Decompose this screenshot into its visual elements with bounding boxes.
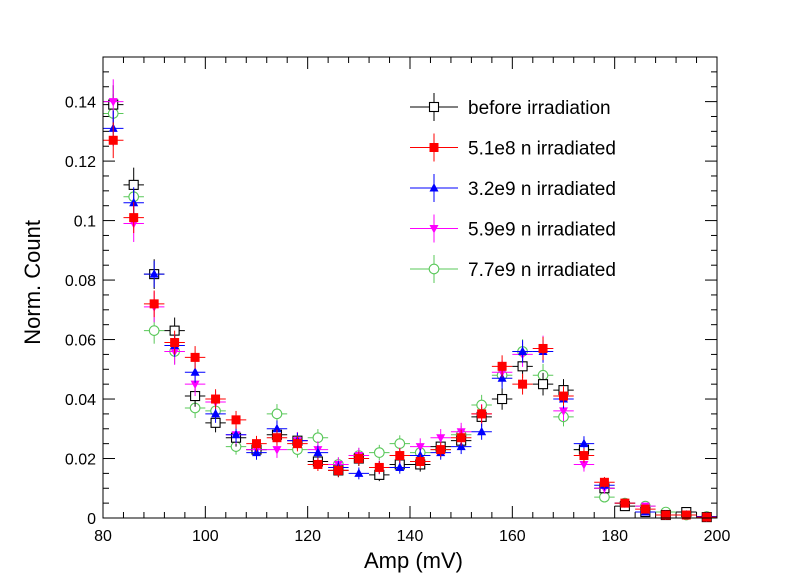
data-point [149,299,159,309]
data-point [129,213,139,223]
data-point [313,447,323,457]
legend-label: 5.1e8 n irradiated [468,139,616,160]
y-axis-title: Norm. Count [20,220,45,345]
data-point [497,393,508,405]
y-tick-label: 0.14 [65,95,96,112]
data-point [537,379,549,390]
data-series-layer [103,79,717,523]
data-point [149,269,159,278]
data-point [599,491,610,503]
legend-label: 5.9e9 n irradiated [468,220,616,241]
legend-marker [429,143,439,152]
data-point [313,459,323,469]
plot-frame [102,56,718,519]
data-point [497,361,507,371]
data-point [477,426,487,436]
data-point [211,394,221,404]
data-point [579,451,589,461]
data-point [373,447,385,458]
y-tick-label: 0.06 [65,333,96,350]
data-point [333,465,343,475]
y-tick-label: 0.12 [65,154,96,171]
y-tick-label: 0.02 [65,452,96,469]
x-tick-label: 180 [601,528,628,545]
data-point [374,462,384,472]
data-point [518,346,528,355]
data-point [271,408,283,420]
y-tick-label: 0.1 [74,214,96,231]
data-point [456,433,466,443]
data-point [394,438,406,449]
y-tick-label: 0 [87,511,96,528]
data-point [190,352,200,362]
data-point [354,454,364,464]
data-point [252,447,261,457]
data-point [436,434,446,443]
x-tick-labels: 80 100 120 140 160 180 200 [94,528,730,545]
data-point [395,462,405,471]
y-tick-label: 0.08 [65,273,96,290]
data-point [579,460,589,470]
data-point [272,446,282,455]
x-axis-title: Amp (mV) [364,548,463,573]
data-point [252,439,261,449]
data-point [231,415,241,425]
x-tick-label: 120 [294,528,321,545]
legend-marker [429,225,439,234]
data-point [681,510,691,520]
data-point [415,456,425,466]
data-point [518,379,528,389]
legend-marker [429,183,439,192]
data-point [640,504,650,514]
data-point [456,441,466,451]
data-point [436,445,446,455]
legend: before irradiation 5.1e8 n irradiated 3.2e… [410,93,616,283]
data-point [620,498,630,508]
data-point [559,407,568,416]
data-point [538,343,548,353]
data-point [129,197,139,207]
data-point [559,391,568,401]
series-1 [103,122,717,522]
data-point [312,432,324,444]
data-point [108,98,118,107]
x-tick-label: 100 [192,528,219,545]
data-point [190,380,200,390]
legend-label: 7.7e9 n irradiated [468,260,616,281]
legend-label: 3.2e9 n irradiated [468,179,616,200]
data-point [231,429,241,439]
data-point [108,135,118,145]
legend-label: before irradiation [468,98,611,119]
data-point [272,423,282,433]
data-point [477,409,487,419]
legend-marker [428,101,440,113]
x-tick-label: 140 [397,528,424,545]
data-point [272,433,282,443]
x-tick-label: 200 [704,528,731,545]
legend-marker [428,263,440,275]
data-point [211,408,221,418]
data-point [148,325,160,336]
data-point [354,468,364,477]
x-tick-label: 160 [499,528,526,545]
data-point [190,367,200,376]
data-point [599,477,609,487]
data-point [579,438,589,448]
data-point [702,512,712,522]
y-tick-label: 0.04 [65,392,96,409]
data-point [415,443,425,452]
data-point [661,510,671,520]
data-point [292,439,302,449]
data-point [497,373,507,382]
y-tick-labels: 0 0.02 0.04 0.06 0.08 0.1 0.12 0.14 [65,95,96,528]
x-tick-label: 80 [94,528,112,545]
data-point [170,338,180,348]
data-point [395,451,405,461]
